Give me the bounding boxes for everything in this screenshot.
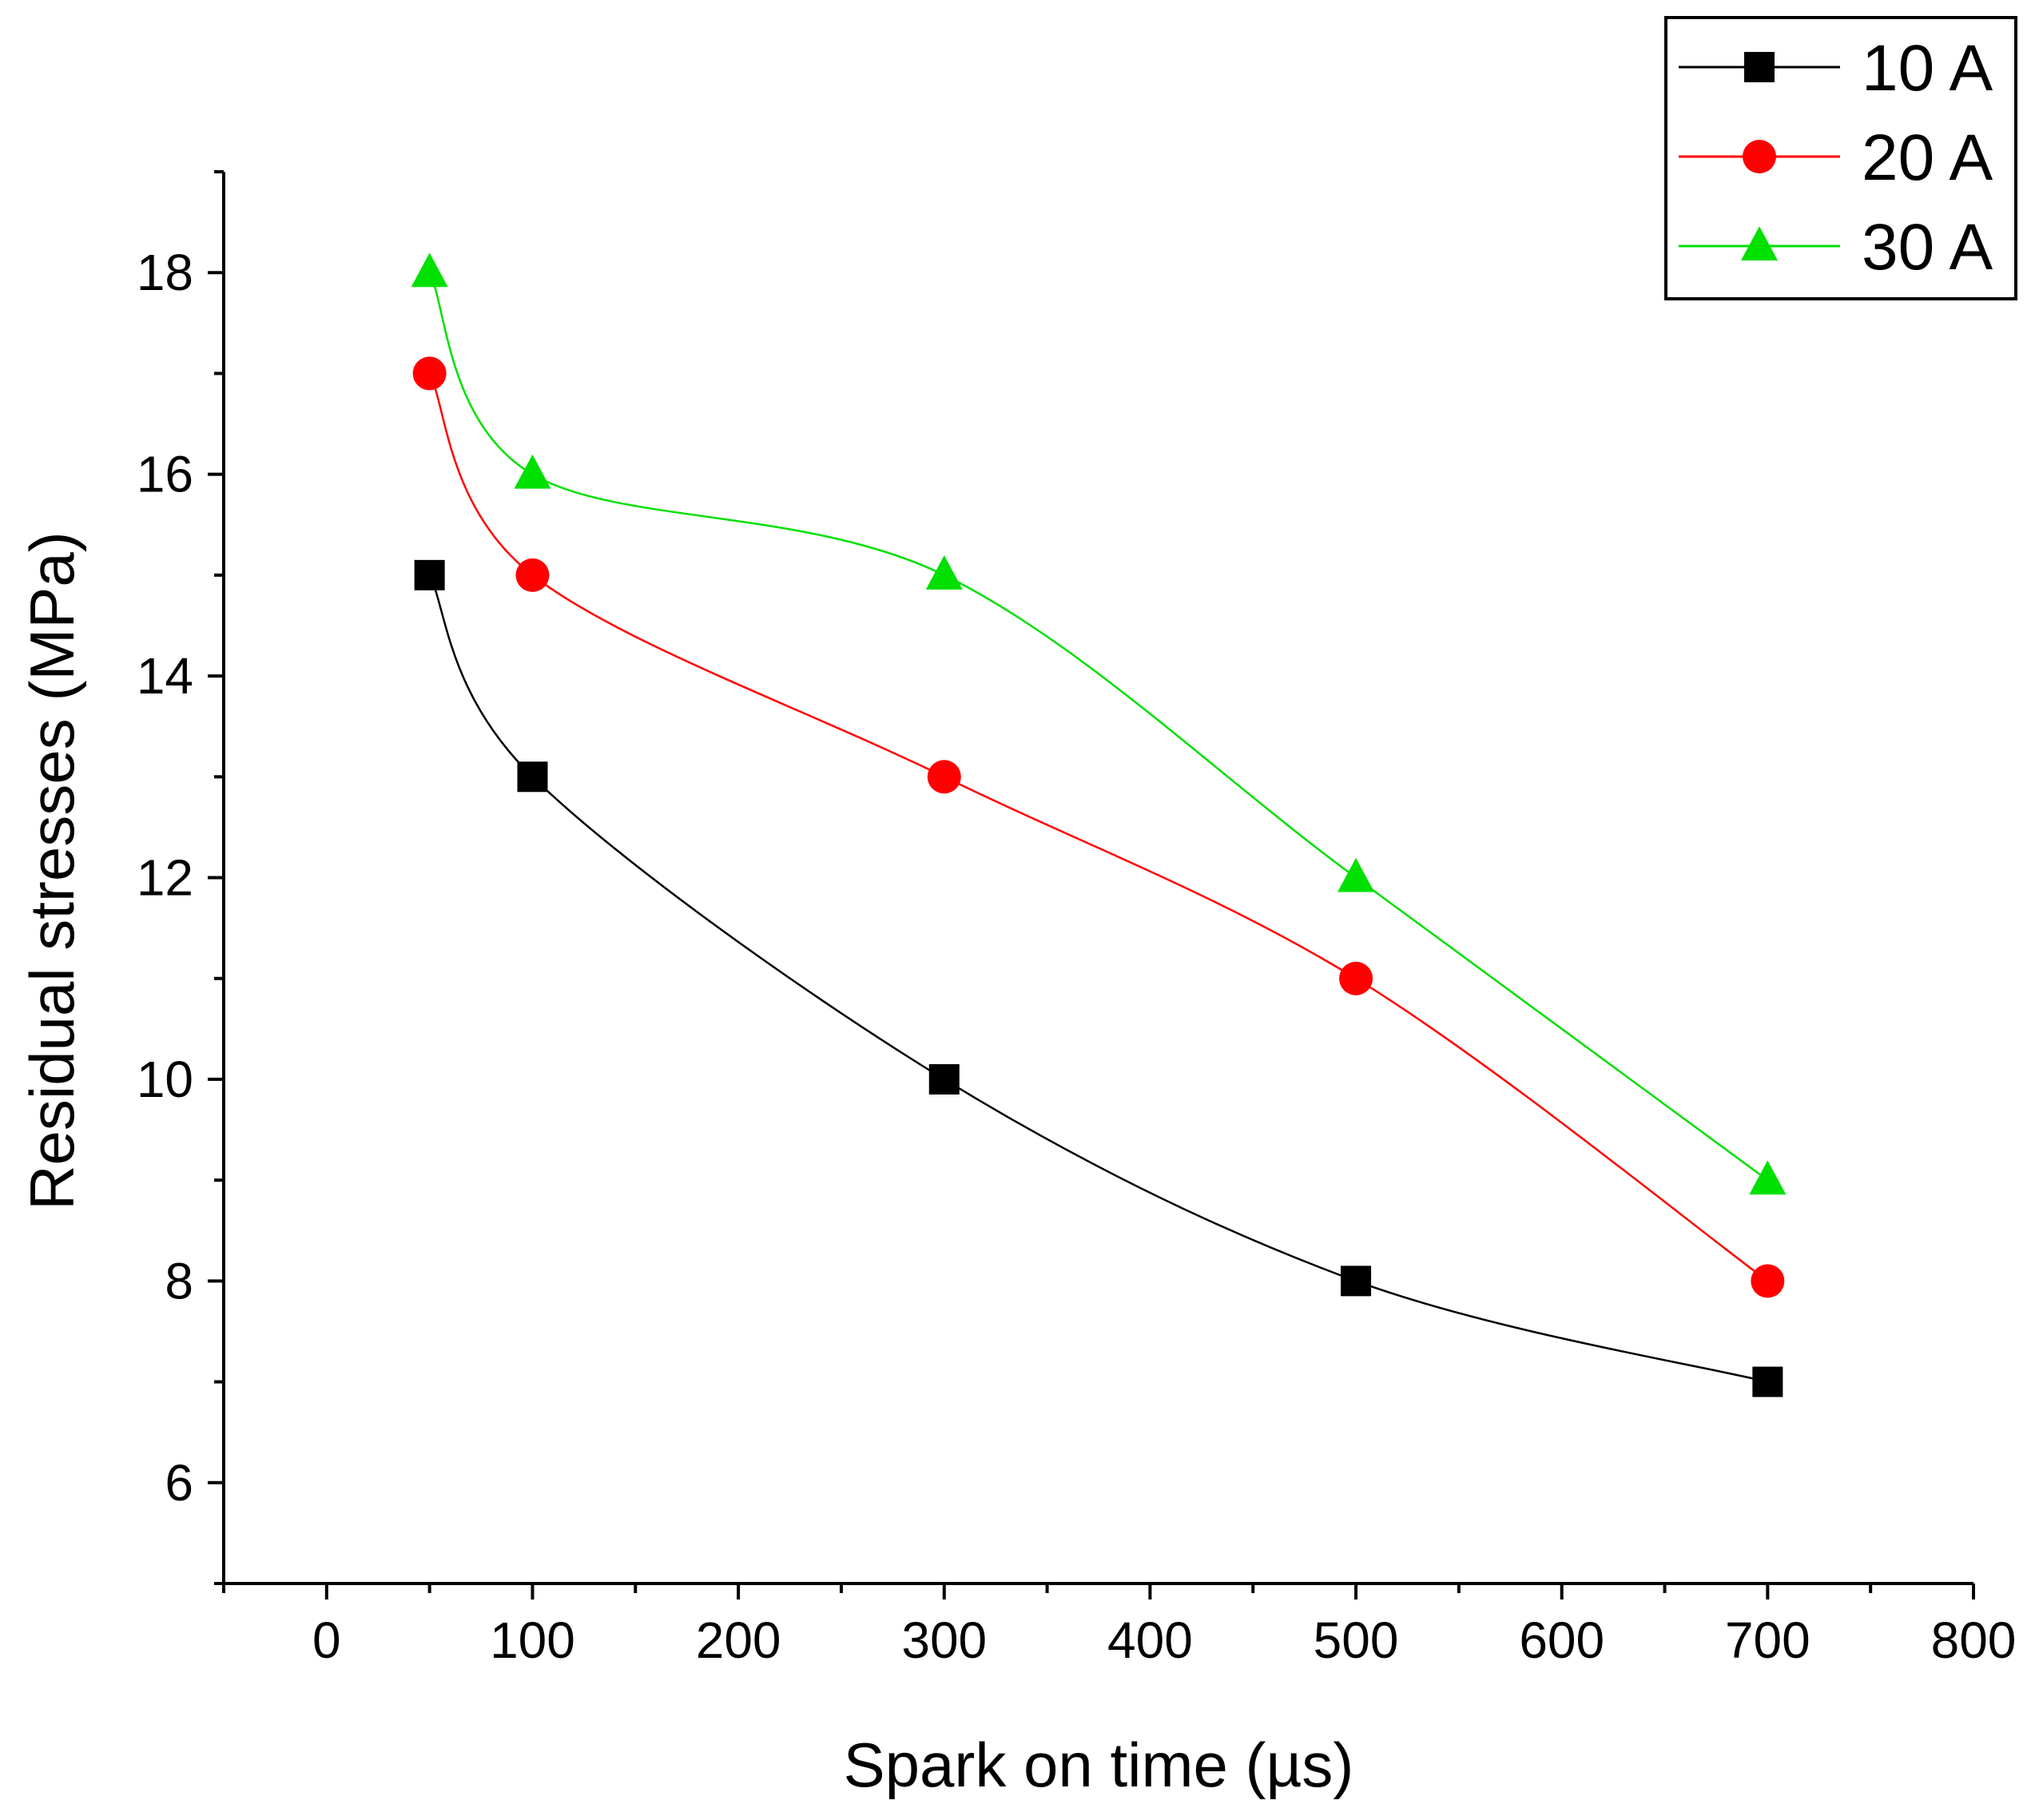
y-tick-label: 10 bbox=[137, 1051, 193, 1108]
series-line-10-a bbox=[428, 574, 1768, 1383]
data-point-10-a bbox=[517, 761, 548, 793]
series-line-20-a bbox=[428, 372, 1769, 1282]
data-markers bbox=[411, 252, 1787, 1397]
data-point-10-a bbox=[1341, 1266, 1372, 1297]
y-tick-label: 18 bbox=[137, 244, 193, 301]
y-tick-label: 8 bbox=[165, 1252, 193, 1309]
x-tick-label: 100 bbox=[490, 1611, 575, 1669]
data-point-30-a bbox=[925, 555, 963, 590]
x-tick-label: 0 bbox=[312, 1611, 341, 1669]
y-tick-label: 14 bbox=[137, 647, 193, 705]
legend-label-10-a: 10 A bbox=[1862, 32, 1993, 105]
data-point-20-a bbox=[515, 558, 550, 592]
legend: 10 A 20 A 30 A bbox=[1664, 16, 2017, 300]
data-point-10-a bbox=[1752, 1366, 1783, 1397]
data-point-20-a bbox=[412, 356, 447, 391]
legend-box bbox=[1664, 16, 2017, 300]
data-point-10-a bbox=[414, 559, 445, 590]
data-point-20-a bbox=[927, 760, 961, 794]
x-tick-label: 800 bbox=[1931, 1611, 2017, 1669]
legend-marker-20-a bbox=[1743, 140, 1776, 173]
x-tick-label: 300 bbox=[901, 1611, 987, 1669]
y-tick-label: 6 bbox=[165, 1454, 193, 1512]
y-tick-label: 16 bbox=[137, 446, 193, 503]
legend-label-20-a: 20 A bbox=[1862, 121, 1993, 194]
data-point-30-a bbox=[514, 454, 551, 489]
data-point-10-a bbox=[928, 1063, 960, 1095]
x-tick-label: 200 bbox=[696, 1611, 781, 1669]
y-axis-title: Residual stresses (MPa) bbox=[17, 531, 87, 1210]
x-tick-label: 400 bbox=[1107, 1611, 1193, 1669]
x-axis-title: Spark on time (µs) bbox=[844, 1730, 1354, 1800]
data-point-30-a bbox=[1337, 857, 1375, 892]
data-point-20-a bbox=[1339, 961, 1373, 995]
x-tick-label: 700 bbox=[1725, 1611, 1810, 1669]
x-tick-label: 600 bbox=[1519, 1611, 1604, 1669]
y-tick-label: 12 bbox=[137, 849, 193, 907]
series-lines bbox=[428, 272, 1769, 1383]
data-point-30-a bbox=[1749, 1160, 1787, 1195]
legend-marker-30-a bbox=[1741, 226, 1778, 260]
series-line-30-a bbox=[428, 272, 1769, 1182]
axes: 0 100 200 300 400 500 600 700 800 6 8 10 12 14 16 18 bbox=[137, 170, 2017, 1669]
data-point-30-a bbox=[411, 252, 448, 288]
legend-marker-10-a bbox=[1744, 52, 1775, 82]
x-tick-label: 500 bbox=[1314, 1611, 1399, 1669]
data-point-20-a bbox=[1751, 1264, 1785, 1298]
legend-label-30-a: 30 A bbox=[1862, 211, 1993, 284]
